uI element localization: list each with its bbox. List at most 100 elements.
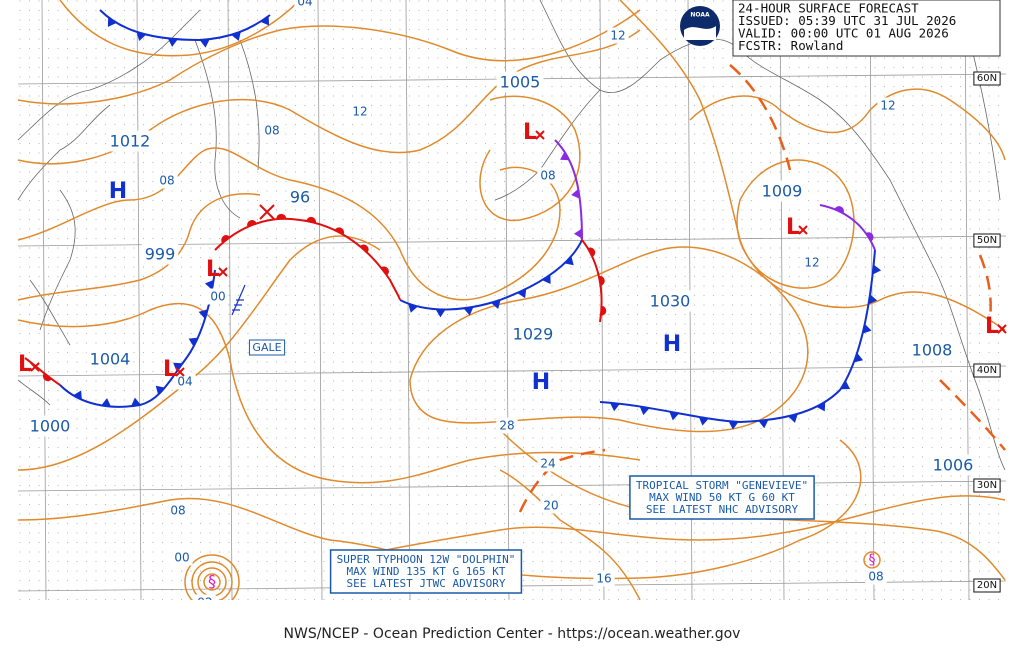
pressure-label-box xyxy=(758,180,806,202)
advisory: SUPER TYPHOON 12W "DOLPHIN"MAX WIND 135 … xyxy=(329,549,523,594)
isobar-label: 04 xyxy=(297,0,312,9)
pressure-label-box xyxy=(509,323,557,345)
isobar-label-box xyxy=(877,97,899,114)
advisory-line: SEE LATEST JTWC ADVISORY xyxy=(347,577,506,590)
warm-front-semicircle xyxy=(587,247,596,257)
latitude-label: 30N xyxy=(977,480,997,491)
isobar-label: 12 xyxy=(352,105,367,119)
warm-front-semicircle xyxy=(834,206,844,214)
cold-front-triangle xyxy=(435,309,446,318)
meridian xyxy=(317,0,323,601)
cold-front-triangle xyxy=(188,337,199,347)
cold-front-triangle xyxy=(131,397,141,407)
coastlines xyxy=(17,0,1006,471)
cold-front-triangle xyxy=(862,323,872,334)
cold-front-triangle xyxy=(609,402,620,412)
meridian xyxy=(405,0,411,601)
cold-front-triangle xyxy=(639,406,650,416)
isobar-label: 08 xyxy=(540,169,555,183)
cold-front-triangle xyxy=(199,39,210,48)
latitude-label-box xyxy=(973,478,1001,493)
advisory-box xyxy=(329,549,523,594)
cold-front-triangle xyxy=(571,188,580,199)
warm-front-semicircle xyxy=(221,235,231,244)
meridian xyxy=(504,0,510,601)
isobar-label-box xyxy=(540,497,562,514)
isobar-label: 24 xyxy=(540,457,555,471)
meridian xyxy=(136,0,142,601)
logo-text: NOAA xyxy=(690,12,710,19)
pressure-label: 1004 xyxy=(90,350,131,369)
advisory-line: SEE LATEST NHC ADVISORY xyxy=(646,503,799,516)
warm-front-semicircle xyxy=(380,266,389,276)
cold-front-triangle xyxy=(155,385,166,395)
isobar-label-box xyxy=(593,570,615,587)
isobar-label-box xyxy=(801,254,823,271)
high-center: H xyxy=(109,179,127,204)
latitude-label: 20N xyxy=(977,580,997,591)
parallel xyxy=(17,235,1007,247)
isobar-label: 00 xyxy=(174,551,189,565)
pressure-label: 1030 xyxy=(650,292,691,311)
pressure-label: 1008 xyxy=(912,341,953,360)
latitude-label: 40N xyxy=(977,365,997,376)
low-center: L xyxy=(985,314,999,339)
isobar-label-box xyxy=(167,502,189,519)
isobar-label-box xyxy=(261,122,283,139)
isobar-label: 12 xyxy=(804,256,819,270)
cold-front-triangle xyxy=(872,264,882,275)
gale-barbs xyxy=(231,284,246,316)
pressure-label: 1006 xyxy=(933,456,974,475)
warm-front-semicircle xyxy=(247,220,257,227)
warm-front-semicircle xyxy=(598,275,605,286)
isobar-label: 08 xyxy=(868,570,883,584)
meridian xyxy=(41,0,47,601)
cold-front-triangle xyxy=(198,309,208,319)
cold-front-triangle xyxy=(204,279,214,290)
low-center: L xyxy=(18,352,32,377)
header-box xyxy=(732,0,1001,57)
pressure-label-box xyxy=(86,348,134,370)
latitude-label-box xyxy=(973,71,1001,86)
pressure-label: 999 xyxy=(145,245,176,264)
cold-front-triangle xyxy=(136,31,147,41)
isobar-label: 04 xyxy=(177,375,192,389)
isobar-label: 20 xyxy=(543,499,558,513)
cold-front-triangle xyxy=(840,380,851,390)
footer: NWS/NCEP - Ocean Prediction Center - htt… xyxy=(284,626,741,642)
cold-front-triangle xyxy=(173,362,183,372)
advisory-line: SUPER TYPHOON 12W "DOLPHIN" xyxy=(337,553,516,566)
low-cross xyxy=(535,130,545,140)
pressure-label: 1000 xyxy=(30,417,71,436)
low-track-marker xyxy=(259,204,275,220)
isobar-label-box xyxy=(349,103,371,120)
isobar-label-box xyxy=(174,373,196,390)
pressure-label: 96 xyxy=(290,188,310,207)
cold-front-triangle xyxy=(758,419,769,429)
advisory-line: TROPICAL STORM "GENEVIEVE" xyxy=(636,479,808,492)
pressure-label-box xyxy=(26,415,74,437)
cold-front-triangle xyxy=(107,17,117,27)
isobar-label: 08 xyxy=(264,124,279,138)
latitude-label-box xyxy=(973,233,1001,248)
front-symbols xyxy=(42,16,882,430)
isobar-label: 12 xyxy=(610,29,625,43)
noaa-logo-wave xyxy=(684,26,716,40)
isobar-label-box xyxy=(607,27,629,44)
latitude-label-box xyxy=(973,363,1001,378)
isobar-label-box xyxy=(207,288,229,305)
cold-front-triangle xyxy=(853,352,864,363)
isobar-label-box xyxy=(865,568,887,585)
header-line: ISSUED: 05:39 UTC 31 JUL 2026 xyxy=(738,13,956,28)
warm-front-semicircle xyxy=(276,213,287,220)
latitude-label-box xyxy=(973,578,1001,593)
cold-front-triangle xyxy=(260,16,270,26)
pressure-label-box xyxy=(646,290,694,312)
low-cross xyxy=(175,367,185,377)
advisory-line: MAX WIND 135 KT G 165 KT xyxy=(347,565,506,578)
axis-strip xyxy=(18,600,1006,622)
isobar-label-box xyxy=(294,0,316,10)
pressure-label: 1005 xyxy=(500,73,541,92)
